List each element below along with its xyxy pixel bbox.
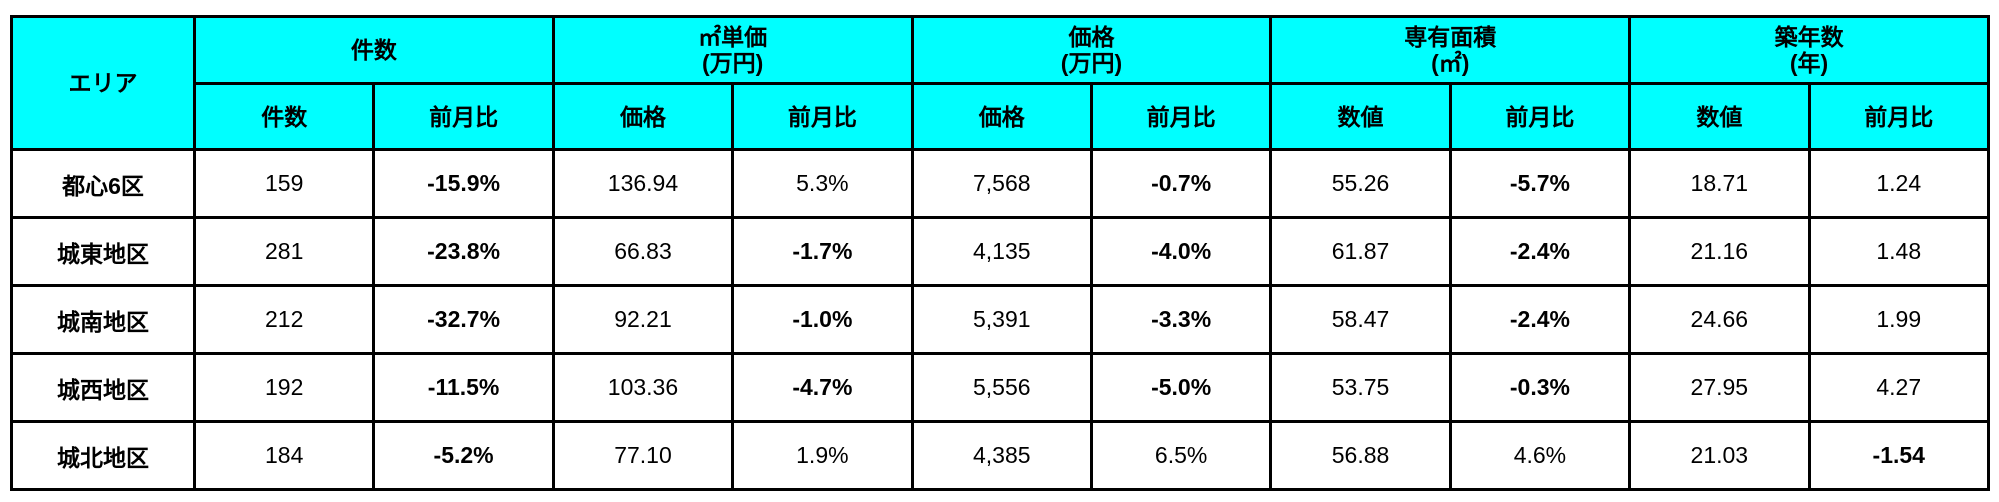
group-header-label: 価格 <box>1068 24 1115 50</box>
mom-change-cell: -5.0% <box>1089 352 1273 423</box>
mom-change-cell: -32.7% <box>372 284 555 355</box>
table-header: エリア 件数 ㎡単価 (万円) 価格 (万円) 専有面積 (㎡) 築年数 (年)… <box>10 15 1991 151</box>
sub-header-value: 価格 <box>551 82 735 151</box>
mom-change-cell: -2.4% <box>1448 216 1632 287</box>
area-name-cell: 城西地区 <box>10 352 196 423</box>
group-header-label: 築年数 <box>1774 24 1844 50</box>
group-header-unit-price: ㎡単価 (万円) <box>551 15 914 85</box>
table-row: 城西地区 192 -11.5% 103.36 -4.7% 5,556 -5.0% 53.75-… <box>10 352 1991 423</box>
value-cell: 55.26 <box>1269 148 1452 219</box>
value-cell: 61.87 <box>1269 216 1452 287</box>
mom-change-cell: 6.5% <box>1089 420 1273 491</box>
mom-change-cell: 4.6% <box>1448 420 1632 491</box>
mom-change-cell: 4.27 <box>1807 352 1991 423</box>
value-cell: 7,568 <box>910 148 1093 219</box>
mom-change-cell: 1.48 <box>1807 216 1991 287</box>
mom-change-cell: 1.24 <box>1807 148 1991 219</box>
mom-change-cell: 1.9% <box>731 420 914 491</box>
mom-change-cell: 1.99 <box>1807 284 1991 355</box>
value-cell: 92.21 <box>551 284 735 355</box>
group-header-unit: (万円) <box>702 50 764 76</box>
value-cell: 53.75 <box>1269 352 1452 423</box>
mom-change-cell: -3.3% <box>1089 284 1273 355</box>
mom-change-cell: 5.3% <box>731 148 914 219</box>
value-cell: 159 <box>192 148 376 219</box>
value-cell: 5,391 <box>910 284 1093 355</box>
value-cell: 24.66 <box>1628 284 1811 355</box>
mom-change-cell: -15.9% <box>372 148 555 219</box>
table-body: 都心6区 159 -15.9% 136.94 5.3% 7,568 -0.7% 55.26 -5… <box>10 148 1991 491</box>
mom-change-cell: -0.3% <box>1448 352 1632 423</box>
group-header-label: 件数 <box>350 37 397 63</box>
value-cell: 27.95 <box>1628 352 1811 423</box>
table-row: 都心6区 159 -15.9% 136.94 5.3% 7,568 -0.7% 55.26 -5… <box>10 148 1991 219</box>
sub-header-mom: 前月比 <box>1089 82 1273 151</box>
sub-header-mom: 前月比 <box>731 82 914 151</box>
value-cell: 77.10 <box>551 420 735 491</box>
sub-header-value: 価格 <box>910 82 1093 151</box>
value-cell: 103.36 <box>551 352 735 423</box>
sub-header-mom: 前月比 <box>372 82 555 151</box>
mom-change-cell: -4.0% <box>1089 216 1273 287</box>
group-header-unit: (㎡) <box>1431 50 1470 76</box>
table-row: 城東地区 281 -23.8% 66.83 -1.7% 4,135 -4.0% 61.87 -2… <box>10 216 1991 287</box>
value-cell: 136.94 <box>551 148 735 219</box>
header-row-sub: 件数 前月比 価格 前月比 価格 前月比 数値 前月比 数値 前月比 <box>12 82 1991 151</box>
area-name-cell: 城東地区 <box>10 216 196 287</box>
table-row: 城南地区 212 -32.7% 92.21 -1.0% 5,391 -3.3% 58.47 -2… <box>10 284 1991 355</box>
value-cell: 18.71 <box>1628 148 1811 219</box>
area-name-cell: 都心6区 <box>10 148 196 219</box>
value-cell: 56.88 <box>1269 420 1452 491</box>
sub-header-mom: 前月比 <box>1448 82 1632 151</box>
group-header-floor-area: 専有面積 (㎡) <box>1269 15 1632 85</box>
header-row-groups: エリア 件数 ㎡単価 (万円) 価格 (万円) 専有面積 (㎡) 築年数 (年) <box>10 15 1990 151</box>
table-row: 城北地区 184 -5.2% 77.10 1.9% 4,385 6.5% 56.88 4.6% 2… <box>10 420 1991 491</box>
area-name-cell: 城北地区 <box>10 420 196 491</box>
value-cell: 21.16 <box>1628 216 1811 287</box>
mom-change-cell: -2.4% <box>1448 284 1632 355</box>
sub-header-count: 件数 <box>192 82 376 151</box>
group-header-label: ㎡単価 <box>698 24 768 50</box>
group-header-building-age: 築年数 (年) <box>1628 15 1990 85</box>
value-cell: 58.47 <box>1269 284 1452 355</box>
group-header-label: 専有面積 <box>1404 24 1497 50</box>
mom-change-cell: -23.8% <box>372 216 555 287</box>
mom-change-cell: -5.2% <box>372 420 555 491</box>
mom-change-cell: -0.7% <box>1089 148 1273 219</box>
value-cell: 4,135 <box>910 216 1093 287</box>
value-cell: 4,385 <box>910 420 1093 491</box>
sub-header-mom: 前月比 <box>1807 82 1991 151</box>
value-cell: 281 <box>192 216 376 287</box>
value-cell: 192 <box>192 352 376 423</box>
value-cell: 184 <box>192 420 376 491</box>
sub-header-value: 数値 <box>1628 82 1811 151</box>
value-cell: 212 <box>192 284 376 355</box>
value-cell: 66.83 <box>551 216 735 287</box>
market-data-table: エリア 件数 ㎡単価 (万円) 価格 (万円) 専有面積 (㎡) 築年数 (年)… <box>10 15 1991 491</box>
area-name-cell: 城南地区 <box>10 284 196 355</box>
mom-change-cell: -5.7% <box>1448 148 1632 219</box>
group-header-count: 件数 <box>193 15 555 85</box>
group-header-unit: (万円) <box>1060 50 1123 76</box>
group-header-price: 価格 (万円) <box>910 15 1273 85</box>
mom-change-cell: -11.5% <box>372 352 555 423</box>
mom-change-cell: -4.7% <box>731 352 914 423</box>
area-column-header: エリア <box>10 15 196 151</box>
value-cell: 5,556 <box>910 352 1093 423</box>
group-header-unit: (年) <box>1789 50 1829 76</box>
sub-header-value: 数値 <box>1269 82 1452 151</box>
mom-change-cell: -1.0% <box>731 284 914 355</box>
mom-change-cell: -1.54 <box>1807 420 1991 491</box>
mom-change-cell: -1.7% <box>731 216 914 287</box>
value-cell: 21.03 <box>1628 420 1811 491</box>
